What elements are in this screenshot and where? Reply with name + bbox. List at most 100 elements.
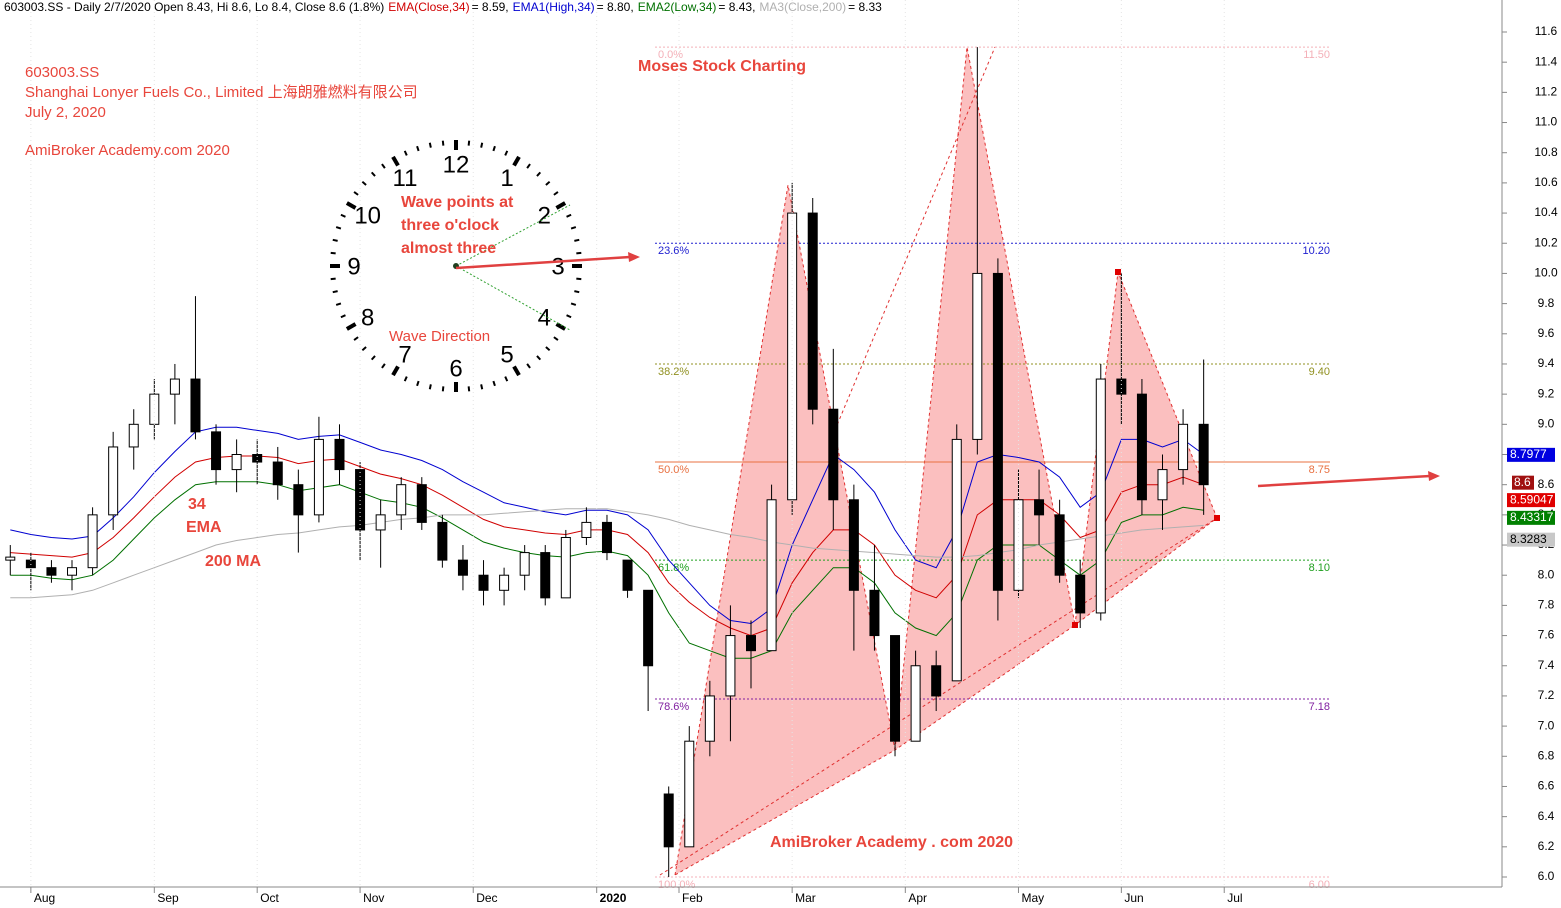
- candle-body: [87, 514, 98, 569]
- candle-body: [1178, 423, 1189, 471]
- price-tag: [1507, 510, 1555, 525]
- candle-body: [334, 438, 345, 471]
- wave-note: three o'clock: [401, 217, 499, 234]
- x-tick-label: Aug: [34, 891, 55, 905]
- clock-tick: [576, 277, 582, 281]
- header-text: 603003.SS - Daily 2/7/2020 Open 8.43, Hi…: [4, 0, 384, 14]
- clock-tick: [566, 213, 572, 218]
- clock-tick: [361, 346, 367, 352]
- pivot-marker: [1072, 622, 1078, 628]
- clock-hand: [455, 265, 571, 331]
- clock-tick: [345, 322, 357, 331]
- x-tick-label: Jun: [1124, 891, 1143, 905]
- clock-tick: [553, 191, 559, 196]
- candle-body: [560, 536, 571, 599]
- y-tick-label: 10.2: [1534, 235, 1558, 249]
- clock-tick: [566, 314, 572, 319]
- x-tick-label: Feb: [682, 891, 703, 905]
- header: 603003.SS - Daily 2/7/2020 Open 8.43, Hi…: [4, 0, 882, 14]
- candle-body: [5, 556, 16, 561]
- y-tick-label: 10.4: [1534, 205, 1558, 219]
- clock-tick: [570, 226, 577, 230]
- clock-tick: [574, 290, 580, 294]
- y-tick-label: 10.6: [1534, 175, 1558, 189]
- candle-body: [437, 521, 448, 561]
- candle-body: [25, 559, 36, 569]
- arrow-head: [628, 252, 640, 262]
- fib-label: 38.2%: [658, 366, 689, 378]
- arrows: [455, 252, 1440, 488]
- candle-body: [684, 740, 695, 848]
- clock-tick: [574, 238, 580, 242]
- fib-label: 50.0%: [658, 464, 689, 476]
- y-tick-label: 9.0: [1538, 416, 1555, 430]
- clock-tick: [370, 171, 376, 177]
- pattern-triangle: [894, 46, 1076, 752]
- clock-tick: [403, 150, 408, 156]
- x-tick-label: Dec: [476, 891, 497, 905]
- candle-body: [519, 552, 530, 576]
- x-tick-label: Jul: [1227, 891, 1242, 905]
- footer: AmiBroker Academy . com 2020: [770, 834, 1013, 851]
- candle-body: [231, 454, 242, 471]
- y-tick-label: 7.8: [1538, 598, 1555, 612]
- candle-body: [725, 635, 736, 697]
- ma-label: 200 MA: [205, 553, 261, 570]
- fib-value: 10.20: [1302, 245, 1330, 257]
- clock-tick: [345, 201, 357, 210]
- clock-tick: [391, 155, 400, 167]
- candle-body: [293, 484, 304, 516]
- clock-tick: [332, 238, 338, 242]
- candle-body: [1136, 393, 1147, 501]
- legend-value: = 8.59,: [472, 0, 509, 14]
- clock-tick: [391, 365, 400, 377]
- y-tick-label: 6.8: [1538, 748, 1555, 762]
- indicator-line: [10, 426, 1204, 625]
- clock-tick: [441, 140, 445, 146]
- clock-tick: [335, 226, 342, 230]
- y-tick-label: 6.0: [1538, 869, 1555, 883]
- candle-body: [416, 484, 427, 523]
- x-tick-label: 2020: [600, 891, 627, 905]
- clock-number: 7: [398, 342, 411, 369]
- clock-tick: [553, 336, 559, 341]
- clock-tick: [330, 277, 336, 281]
- candle-body: [807, 212, 818, 410]
- date: July 2, 2020: [25, 104, 106, 121]
- fib-label: 100.0%: [658, 879, 696, 891]
- candle-body: [313, 438, 324, 516]
- clock-tick: [332, 290, 338, 294]
- x-tick-label: Apr: [908, 891, 927, 905]
- fib-label: 0.0%: [658, 49, 683, 61]
- candle-body: [704, 695, 715, 742]
- clock-tick: [480, 384, 484, 390]
- price-tag-label: 8.3283: [1510, 532, 1547, 546]
- clock-tick: [416, 380, 420, 387]
- x-tick-label: Mar: [795, 891, 816, 905]
- pivot-marker: [1115, 269, 1121, 275]
- clock-tick: [536, 355, 542, 361]
- clock-tick: [340, 213, 346, 218]
- candle-body: [1013, 499, 1024, 591]
- y-tick-label: 9.8: [1538, 296, 1555, 310]
- clock-tick: [526, 363, 531, 369]
- arrow: [455, 255, 631, 270]
- clock-tick: [428, 142, 432, 148]
- candle-body: [1095, 378, 1106, 614]
- clock-tick: [353, 336, 359, 341]
- fib-levels: 0.0% 11.50 23.6% 10.20 38.2% 9.40 50.0% 8.75 61.…: [655, 46, 1330, 891]
- candle-body: [375, 514, 386, 531]
- price-tag-label: 8.7977: [1510, 447, 1547, 461]
- candle-body: [1198, 423, 1209, 486]
- candle-body: [910, 665, 921, 742]
- candle-body: [972, 272, 983, 440]
- candle-body: [931, 665, 942, 697]
- candle-body: [46, 567, 57, 576]
- clock-number: 8: [361, 304, 374, 331]
- y-tick-label: 6.6: [1538, 779, 1555, 793]
- x-tick-label: Nov: [363, 891, 384, 905]
- clock-tick: [526, 163, 531, 169]
- fib-label: 78.6%: [658, 701, 689, 713]
